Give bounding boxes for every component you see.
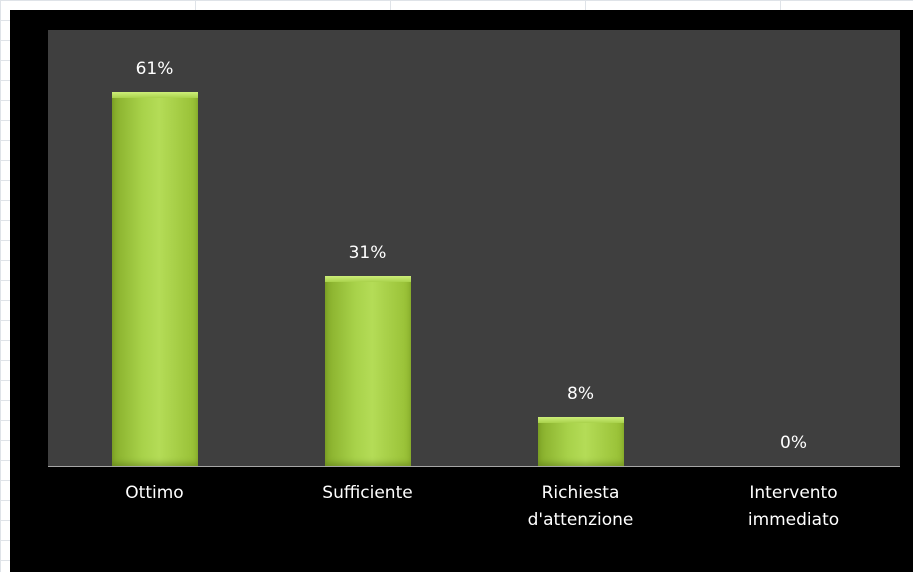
bar-1[interactable] [324,276,411,466]
bars-container: 61% 31% 8% 0% [48,30,900,466]
chart-area[interactable]: 61% 31% 8% 0% Ottimo Sufficiente Richiesta d'a… [10,10,913,572]
category-label-0: Ottimo [75,480,235,507]
category-label-1: Sufficiente [288,480,448,507]
category-label-line: immediato [747,510,840,530]
category-label-line: Intervento [749,483,838,503]
data-label-1: 31% [348,243,387,263]
data-label-2: 8% [567,384,594,404]
bar-0[interactable] [111,92,198,466]
category-label-line: Sufficiente [322,483,413,503]
category-label-line: Ottimo [125,483,184,503]
category-label-3: Intervento immediato [714,480,874,534]
category-label-2: Richiesta d'attenzione [501,480,661,534]
plot-area: 61% 31% 8% 0% [48,30,900,467]
data-label-3: 0% [780,433,807,453]
category-label-line: d'attenzione [527,510,634,530]
bar-2[interactable] [537,417,624,466]
data-label-0: 61% [135,59,174,79]
category-label-line: Richiesta [541,483,620,503]
